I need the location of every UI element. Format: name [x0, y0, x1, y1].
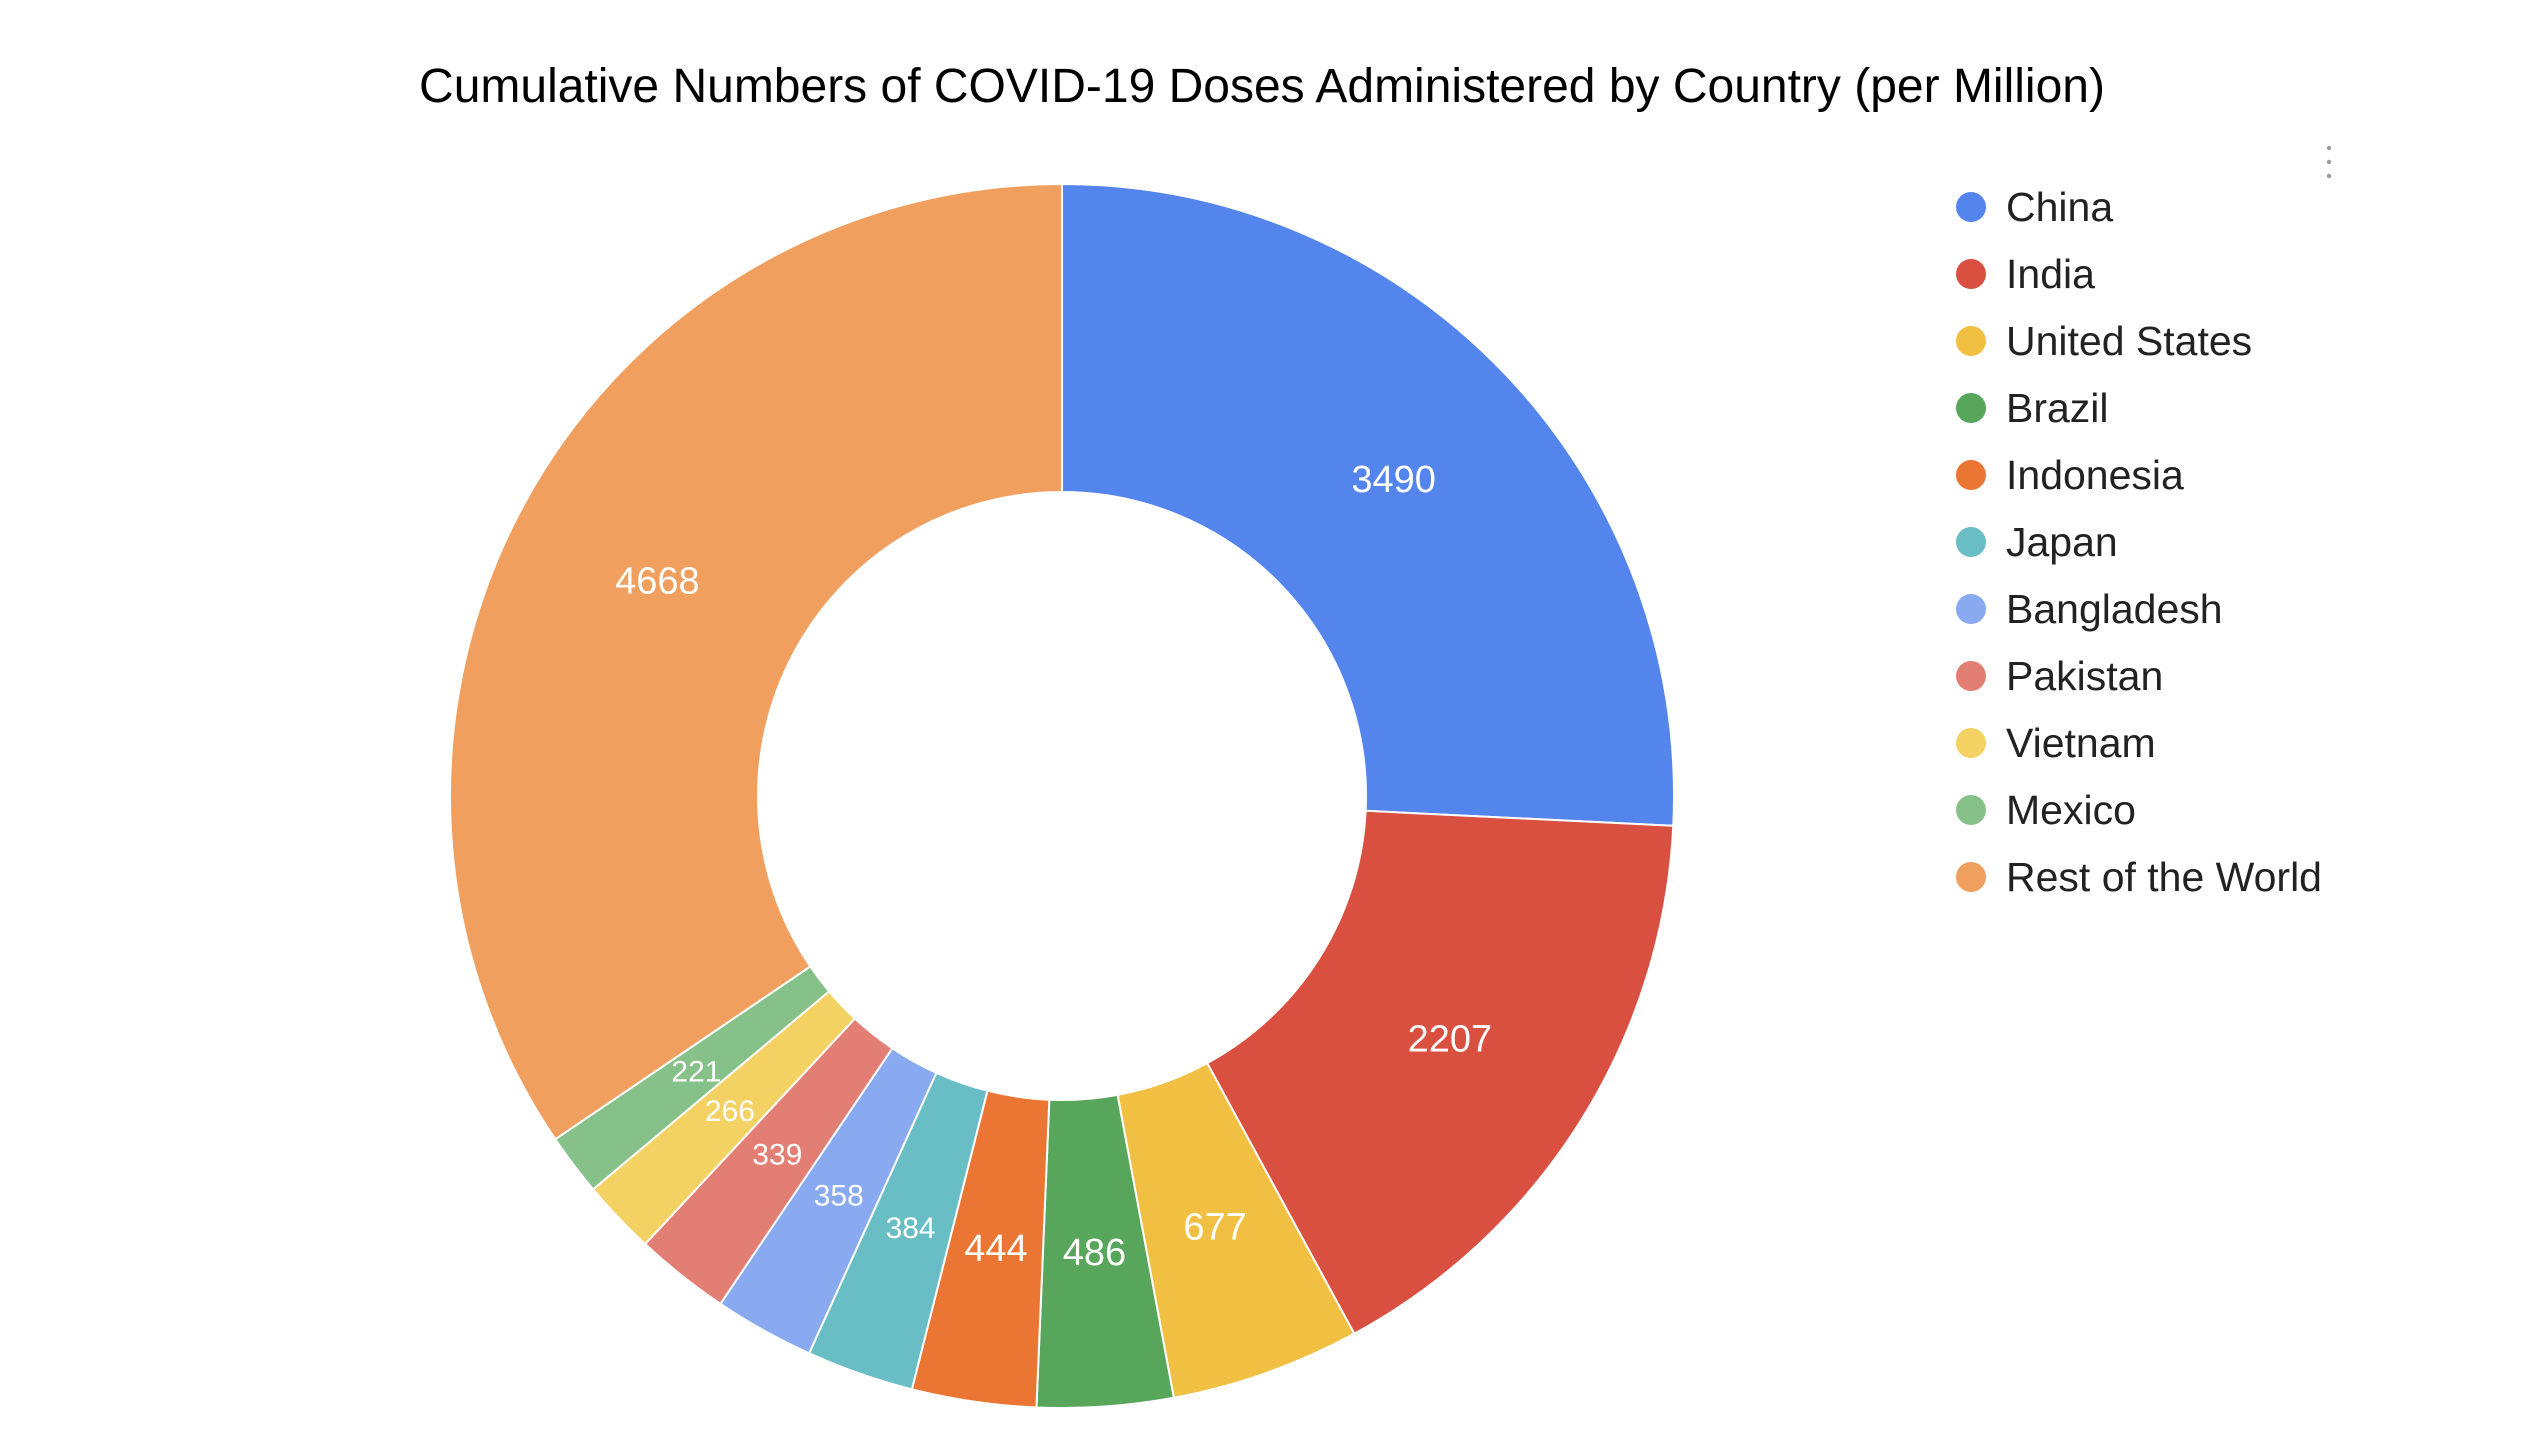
data-label-bangladesh: 358 [814, 1179, 864, 1212]
legend-label: Bangladesh [2006, 586, 2223, 632]
more-options-icon[interactable] [2326, 145, 2332, 179]
data-label-brazil: 486 [1063, 1232, 1126, 1274]
slice-rest-of-the-world[interactable] [449, 182, 1063, 1141]
legend-item-vietnam[interactable]: Vietnam [1956, 720, 2156, 766]
legend: China India United States Brazil Indonesia Ja… [1956, 184, 2322, 900]
legend-swatch [1956, 594, 1986, 624]
legend-item-mexico[interactable]: Mexico [1956, 787, 2136, 833]
legend-label: Brazil [2006, 385, 2109, 431]
legend-label: Mexico [2006, 787, 2136, 833]
legend-item-rest-of-the-world[interactable]: Rest of the World [1956, 854, 2322, 900]
legend-label: Rest of the World [2006, 854, 2322, 900]
legend-label: Pakistan [2006, 653, 2163, 699]
slice-india[interactable] [1205, 809, 1675, 1336]
legend-item-japan[interactable]: Japan [1956, 519, 2118, 565]
slice-china[interactable] [1061, 182, 1675, 827]
legend-item-china[interactable]: China [1956, 184, 2113, 230]
data-label-united-states: 677 [1183, 1207, 1246, 1249]
data-label-rest-of-the-world: 4668 [615, 560, 700, 602]
legend-swatch [1956, 192, 1986, 222]
legend-item-india[interactable]: India [1956, 251, 2095, 297]
legend-swatch [1956, 527, 1986, 557]
legend-item-pakistan[interactable]: Pakistan [1956, 653, 2163, 699]
legend-label: United States [2006, 318, 2252, 364]
legend-swatch [1956, 460, 1986, 490]
legend-swatch [1956, 393, 1986, 423]
legend-label: Japan [2006, 519, 2118, 565]
legend-swatch [1956, 862, 1986, 892]
legend-swatch [1956, 326, 1986, 356]
data-label-vietnam: 266 [705, 1095, 755, 1128]
data-label-japan: 384 [886, 1212, 936, 1245]
legend-swatch [1956, 728, 1986, 758]
legend-item-indonesia[interactable]: Indonesia [1956, 452, 2184, 498]
legend-swatch [1956, 259, 1986, 289]
legend-label: India [2006, 251, 2095, 297]
data-label-pakistan: 339 [752, 1138, 802, 1171]
legend-label: Indonesia [2006, 452, 2184, 498]
legend-item-bangladesh[interactable]: Bangladesh [1956, 586, 2223, 632]
donut-slices [449, 182, 1675, 1409]
data-label-indonesia: 444 [964, 1228, 1027, 1270]
data-label-mexico: 221 [671, 1055, 721, 1088]
legend-item-brazil[interactable]: Brazil [1956, 385, 2109, 431]
legend-swatch [1956, 795, 1986, 825]
data-label-india: 2207 [1408, 1019, 1493, 1061]
slice-labels: 3490 2207 677 486 444 384 358 339 266 221 4668 [615, 459, 1492, 1274]
legend-item-united-states[interactable]: United States [1956, 318, 2252, 364]
data-label-china: 3490 [1351, 459, 1436, 501]
legend-label: China [2006, 184, 2113, 230]
legend-label: Vietnam [2006, 720, 2156, 766]
legend-swatch [1956, 661, 1986, 691]
chart-title: Cumulative Numbers of COVID-19 Doses Adm… [419, 60, 2105, 113]
